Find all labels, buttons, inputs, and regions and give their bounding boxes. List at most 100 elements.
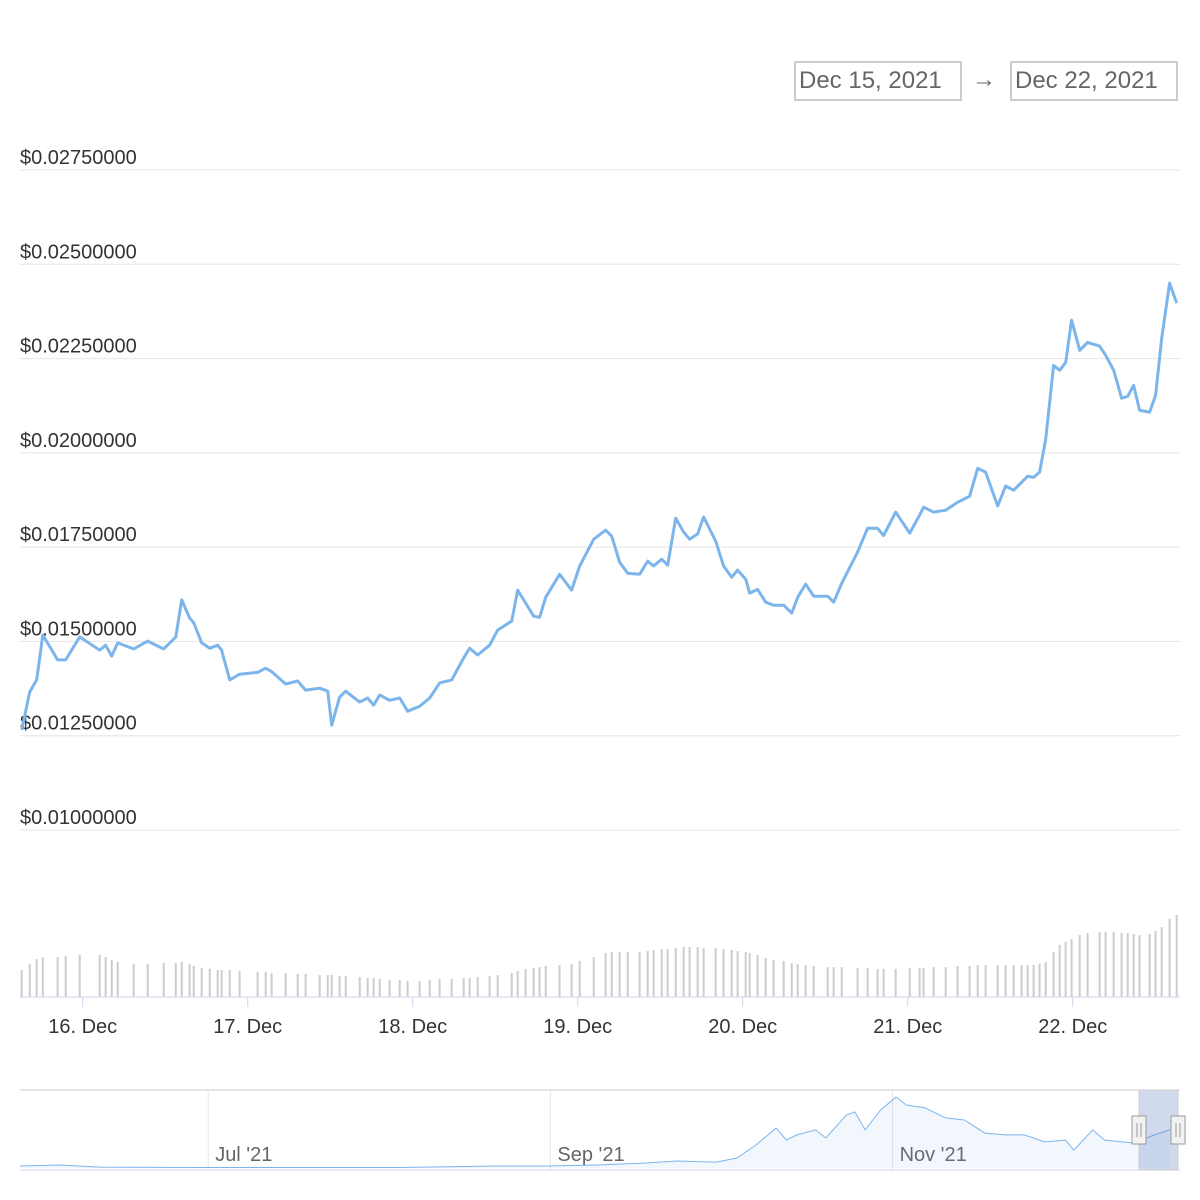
volume-bar: [1168, 919, 1171, 997]
date-to-input[interactable]: Dec 22, 2021: [1010, 61, 1178, 101]
volume-bar: [894, 969, 897, 997]
volume-bar: [20, 970, 23, 997]
navigator-handle[interactable]: [1170, 1115, 1186, 1145]
navigator-selection: [1138, 1089, 1179, 1171]
volume-bar: [1038, 964, 1041, 997]
volume-bar: [674, 948, 677, 997]
volume-bar: [208, 969, 211, 997]
volume-bar: [1175, 915, 1178, 997]
navigator-tick-label: Sep '21: [557, 1144, 624, 1166]
volume-bar: [714, 948, 717, 997]
volume-bar: [516, 971, 519, 997]
volume-bar: [736, 951, 739, 997]
volume-bar: [488, 976, 491, 997]
volume-bar: [510, 973, 513, 997]
x-tick-label: 16. Dec: [48, 1016, 117, 1038]
volume-bar: [1126, 933, 1129, 997]
volume-bar: [326, 975, 329, 997]
volume-bar: [1104, 932, 1107, 997]
volume-bar: [330, 975, 333, 997]
volume-bar: [804, 965, 807, 997]
volume-bar: [956, 966, 959, 997]
x-tick-label: 21. Dec: [873, 1016, 942, 1038]
volume-bar: [790, 963, 793, 997]
volume-bar: [1154, 931, 1157, 997]
navigator-line: [19, 1096, 1170, 1168]
date-from-input[interactable]: Dec 15, 2021: [794, 61, 962, 101]
volume-bar: [438, 979, 441, 997]
volume-bar: [1098, 932, 1101, 997]
x-tick-label: 22. Dec: [1038, 1016, 1107, 1038]
volume-bar: [116, 962, 119, 997]
volume-bar: [366, 978, 369, 997]
x-tick-label: 20. Dec: [708, 1016, 777, 1038]
volume-bar: [660, 949, 663, 997]
navigator-tick-label: Nov '21: [900, 1144, 967, 1166]
volume-bar: [976, 965, 979, 997]
volume-bar: [856, 968, 859, 997]
volume-bar: [304, 974, 307, 997]
volume-bar: [1044, 962, 1047, 997]
volume-bar: [378, 979, 381, 997]
volume-bar: [866, 968, 869, 997]
volume-bar: [1064, 942, 1067, 997]
volume-bar: [78, 955, 81, 997]
volume-bar: [638, 952, 641, 997]
volume-bar: [722, 949, 725, 997]
price-line: [20, 281, 1179, 731]
volume-bar: [544, 966, 547, 997]
volume-bar: [922, 968, 925, 997]
volume-bar: [372, 978, 375, 997]
volume-bar: [764, 958, 767, 997]
volume-bar: [932, 967, 935, 997]
volume-bar: [524, 969, 527, 997]
y-tick-label: $0.01500000: [20, 618, 137, 640]
volume-bar: [35, 959, 38, 997]
y-tick-label: $0.01750000: [20, 524, 137, 546]
volume-bar: [702, 948, 705, 997]
volume-bar: [1004, 965, 1007, 997]
volume-bar: [496, 975, 499, 997]
volume-bar: [388, 980, 391, 997]
volume-bar: [188, 964, 191, 997]
volume-bar: [532, 968, 535, 997]
navigator-handle[interactable]: [1131, 1115, 1147, 1145]
range-arrow: →: [972, 66, 996, 93]
volume-bar: [1070, 939, 1073, 997]
volume-bar: [688, 947, 691, 997]
volume-bar: [98, 955, 101, 997]
y-tick-label: $0.01000000: [20, 807, 137, 829]
volume-bar: [832, 967, 835, 997]
volume-bar: [338, 976, 341, 997]
volume-bar: [882, 969, 885, 997]
volume-bar: [296, 974, 299, 997]
y-tick-label: $0.02500000: [20, 241, 137, 263]
volume-bar: [1138, 935, 1141, 997]
volume-bar: [1052, 952, 1055, 997]
volume-bar: [812, 966, 815, 997]
volume-bar: [1020, 965, 1023, 997]
volume-bar: [146, 964, 149, 997]
navigator-area: [20, 1097, 1170, 1168]
y-tick-label: $0.02000000: [20, 430, 137, 452]
volume-bar: [406, 981, 409, 997]
volume-bar: [180, 962, 183, 997]
volume-bar: [646, 951, 649, 997]
volume-bar: [344, 976, 347, 997]
volume-bar: [1058, 945, 1061, 997]
volume-bar: [462, 978, 465, 997]
y-tick-label: $0.02250000: [20, 336, 137, 358]
volume-bar: [558, 965, 561, 997]
volume-bar: [730, 950, 733, 997]
y-tick-label: $0.02750000: [20, 147, 137, 169]
x-tick-label: 18. Dec: [378, 1016, 447, 1038]
volume-bar: [876, 969, 879, 997]
volume-bar: [418, 981, 421, 997]
volume-bar: [1078, 935, 1081, 997]
volume-bar: [468, 978, 471, 997]
volume-bar: [428, 980, 431, 997]
volume-bar: [682, 947, 685, 997]
volume-bar: [610, 952, 613, 997]
volume-bar: [200, 968, 203, 997]
